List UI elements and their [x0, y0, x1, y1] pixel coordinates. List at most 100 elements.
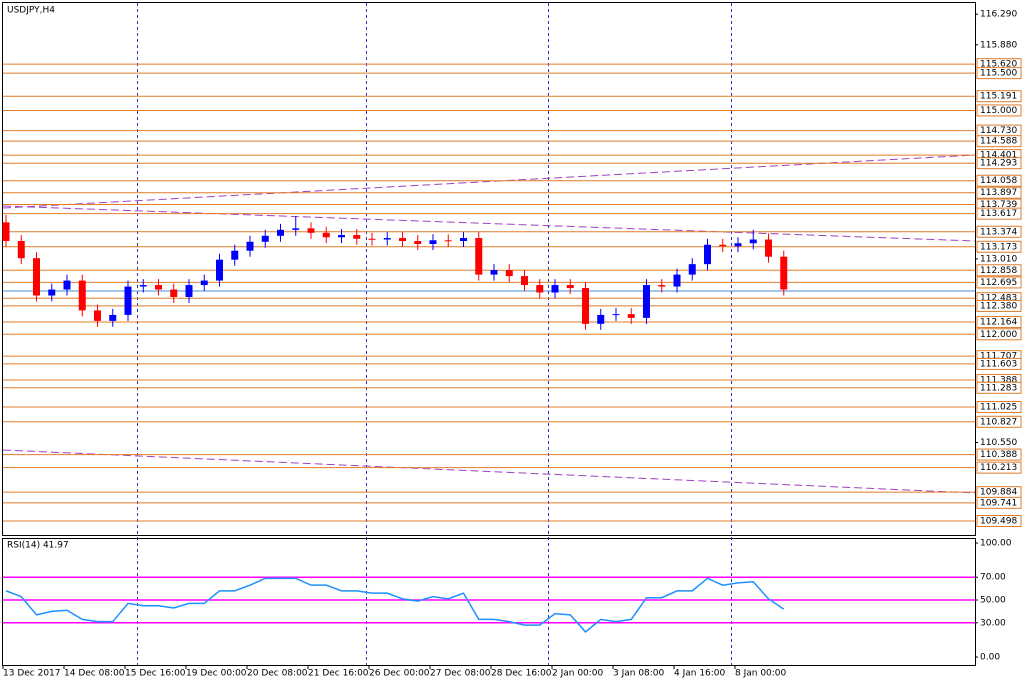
- y-tick-label: 116.290: [980, 10, 1017, 20]
- candle-body: [139, 285, 147, 287]
- level-label-box: [976, 357, 1022, 370]
- candle-body: [460, 238, 467, 242]
- level-label-box: [976, 207, 1022, 220]
- candle-body: [551, 285, 559, 293]
- candle-body: [17, 241, 25, 259]
- level-label: 112.858: [980, 266, 1017, 276]
- candle-body: [124, 286, 132, 315]
- level-label-box: [976, 328, 1022, 341]
- candle-body: [505, 270, 513, 277]
- candle-body: [673, 274, 681, 287]
- candle-body: [33, 258, 40, 296]
- candle-body: [322, 232, 330, 238]
- candle-body: [109, 314, 117, 321]
- x-tick-label: 28 Dec 16:00: [491, 669, 552, 679]
- level-label-box: [976, 104, 1022, 117]
- rsi-y-tick-label: 70.00: [980, 573, 1006, 583]
- candle-body: [261, 235, 269, 242]
- level-label: 110.388: [980, 450, 1017, 460]
- level-label-box: [976, 67, 1022, 80]
- candle-body: [444, 240, 452, 242]
- trend-line: [2, 205, 976, 242]
- trend-line: [2, 154, 976, 209]
- level-label-box: [976, 381, 1022, 394]
- candle-body: [307, 228, 315, 233]
- level-label: 111.707: [980, 352, 1017, 362]
- candle-body: [216, 259, 223, 281]
- labels: 116.290 115.880 113.010 110.550 115.620115.5…: [2, 10, 1022, 679]
- candle-body: [277, 229, 284, 236]
- candle-body: [719, 244, 727, 247]
- level-label: 110.827: [980, 417, 1017, 427]
- x-tick-label: 3 Jan 08:00: [613, 669, 665, 679]
- level-label: 112.164: [980, 318, 1017, 328]
- candle-body: [399, 238, 406, 242]
- candle-body: [368, 238, 376, 240]
- x-tick-label: 26 Dec 00:00: [369, 669, 430, 679]
- level-label-box: [976, 461, 1022, 474]
- candle-body: [155, 285, 162, 290]
- level-label: 115.620: [980, 60, 1017, 70]
- candle-body: [185, 285, 193, 297]
- y-tick-label: 113.010: [980, 254, 1017, 264]
- level-label: 112.000: [980, 330, 1017, 340]
- rsi-line: [5, 577, 785, 633]
- candle-body: [246, 241, 254, 251]
- y-tick-label: 110.550: [980, 438, 1017, 448]
- candle-body: [704, 244, 711, 265]
- candle-body: [490, 270, 498, 275]
- candle-body: [597, 314, 605, 324]
- level-label: 113.374: [980, 227, 1017, 237]
- level-label-box: [976, 90, 1022, 103]
- candle-body: [566, 285, 574, 289]
- candles: [2, 214, 975, 633]
- candle-body: [780, 256, 788, 290]
- candle-body: [612, 314, 620, 316]
- candle-body: [536, 285, 544, 293]
- candle-body: [48, 289, 56, 296]
- main-panel: [2, 2, 976, 536]
- candle-body: [353, 235, 361, 239]
- rsi-y-tick-label: 0.00: [980, 653, 1000, 663]
- x-tick-label: 14 Dec 08:00: [64, 669, 125, 679]
- level-label: 113.897: [980, 188, 1017, 198]
- level-label: 109.741: [980, 498, 1017, 508]
- level-label: 112.380: [980, 301, 1017, 311]
- x-tick-label: 27 Dec 08:00: [430, 669, 491, 679]
- level-label: 115.191: [980, 92, 1017, 102]
- level-label-box: [976, 186, 1022, 199]
- candle-body: [414, 241, 422, 245]
- trend-lines: [2, 154, 976, 494]
- level-label: 110.213: [980, 463, 1017, 473]
- level-label-box: [976, 415, 1022, 428]
- candle-body: [627, 314, 635, 318]
- candle-body: [765, 239, 772, 257]
- candle-body: [429, 240, 437, 245]
- candle-body: [475, 238, 483, 275]
- level-label-box: [976, 514, 1022, 527]
- level-label: 109.884: [980, 488, 1017, 498]
- level-label-box: [976, 276, 1022, 289]
- level-label: 113.739: [980, 200, 1017, 210]
- candle-body: [170, 289, 178, 297]
- x-tick-label: 4 Jan 16:00: [674, 669, 726, 679]
- level-label-box: [976, 496, 1022, 509]
- level-label-box: [976, 316, 1022, 329]
- levels: [3, 63, 975, 522]
- x-tick-label: 21 Dec 16:00: [308, 669, 369, 679]
- level-label-box: [976, 174, 1022, 187]
- chart-title: USDJPY,H4: [7, 6, 55, 16]
- candle-body: [688, 264, 696, 275]
- candle-body: [658, 285, 666, 287]
- candle-body: [643, 285, 650, 318]
- candle-body: [2, 222, 10, 242]
- level-label: 115.500: [980, 69, 1017, 79]
- x-tick-label: 20 Dec 08:00: [247, 669, 308, 679]
- level-label: 112.483: [980, 294, 1017, 304]
- candle-body: [383, 238, 391, 240]
- candle-body: [749, 239, 757, 244]
- level-label: 113.617: [980, 209, 1017, 219]
